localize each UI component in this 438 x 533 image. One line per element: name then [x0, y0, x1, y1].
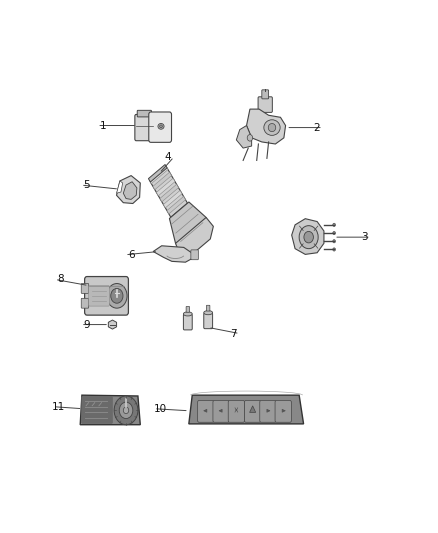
FancyBboxPatch shape: [184, 314, 192, 330]
Ellipse shape: [158, 124, 164, 129]
FancyBboxPatch shape: [262, 90, 268, 99]
FancyBboxPatch shape: [88, 286, 110, 306]
Polygon shape: [292, 219, 324, 254]
Polygon shape: [117, 181, 123, 193]
Polygon shape: [247, 109, 286, 144]
FancyBboxPatch shape: [206, 305, 210, 311]
FancyBboxPatch shape: [228, 400, 244, 422]
FancyBboxPatch shape: [186, 306, 190, 312]
Text: 8: 8: [57, 274, 64, 285]
Circle shape: [299, 225, 318, 248]
Text: 2: 2: [314, 123, 320, 133]
Polygon shape: [163, 190, 182, 208]
Text: 11: 11: [52, 402, 65, 411]
Ellipse shape: [204, 311, 212, 314]
Polygon shape: [124, 182, 137, 199]
Polygon shape: [149, 166, 168, 184]
FancyBboxPatch shape: [204, 313, 212, 329]
FancyBboxPatch shape: [81, 397, 113, 424]
Text: 1: 1: [100, 120, 106, 131]
FancyBboxPatch shape: [260, 400, 276, 422]
Polygon shape: [148, 165, 167, 182]
FancyBboxPatch shape: [85, 277, 128, 315]
Polygon shape: [170, 202, 210, 253]
Ellipse shape: [159, 125, 162, 128]
FancyBboxPatch shape: [81, 298, 88, 308]
Circle shape: [333, 231, 336, 235]
Ellipse shape: [264, 120, 280, 135]
Circle shape: [333, 248, 336, 251]
FancyBboxPatch shape: [135, 115, 154, 141]
FancyBboxPatch shape: [213, 400, 229, 422]
Circle shape: [333, 223, 336, 227]
Text: 5: 5: [84, 180, 90, 190]
Circle shape: [107, 284, 127, 308]
Polygon shape: [117, 175, 140, 204]
Ellipse shape: [184, 312, 192, 316]
FancyBboxPatch shape: [149, 112, 172, 142]
Polygon shape: [153, 246, 193, 262]
Text: 6: 6: [128, 250, 134, 260]
Circle shape: [333, 240, 336, 243]
FancyBboxPatch shape: [191, 250, 198, 260]
FancyBboxPatch shape: [258, 97, 272, 112]
Polygon shape: [153, 172, 172, 190]
Polygon shape: [156, 178, 175, 196]
Circle shape: [114, 396, 138, 425]
Polygon shape: [176, 217, 213, 255]
Text: 4: 4: [165, 152, 171, 162]
FancyBboxPatch shape: [81, 284, 88, 293]
Circle shape: [119, 402, 133, 418]
Polygon shape: [167, 197, 186, 214]
Polygon shape: [150, 168, 187, 217]
Polygon shape: [108, 320, 117, 329]
Polygon shape: [80, 395, 140, 425]
Circle shape: [304, 231, 314, 243]
Polygon shape: [237, 126, 251, 148]
Text: 9: 9: [84, 320, 90, 329]
FancyBboxPatch shape: [198, 400, 214, 422]
Text: 7: 7: [230, 329, 237, 338]
Text: 3: 3: [361, 232, 368, 242]
Polygon shape: [160, 184, 179, 202]
FancyBboxPatch shape: [137, 110, 152, 117]
Polygon shape: [250, 406, 256, 413]
FancyBboxPatch shape: [244, 400, 261, 422]
Circle shape: [124, 407, 129, 414]
Ellipse shape: [268, 124, 276, 132]
Polygon shape: [189, 395, 304, 424]
FancyBboxPatch shape: [275, 400, 291, 422]
Circle shape: [111, 288, 123, 303]
Text: 10: 10: [153, 403, 166, 414]
Circle shape: [247, 134, 253, 141]
